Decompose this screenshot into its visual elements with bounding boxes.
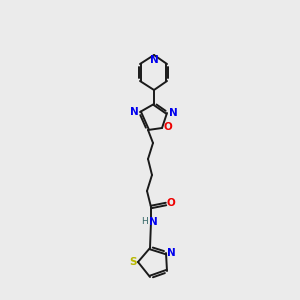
Text: O: O [164,122,172,132]
Text: N: N [130,107,138,117]
Text: N: N [169,108,177,118]
Text: N: N [167,248,176,258]
Text: O: O [167,198,176,208]
Text: N: N [150,55,158,65]
Text: S: S [129,257,137,267]
Text: H: H [141,217,147,226]
Text: N: N [148,217,158,227]
